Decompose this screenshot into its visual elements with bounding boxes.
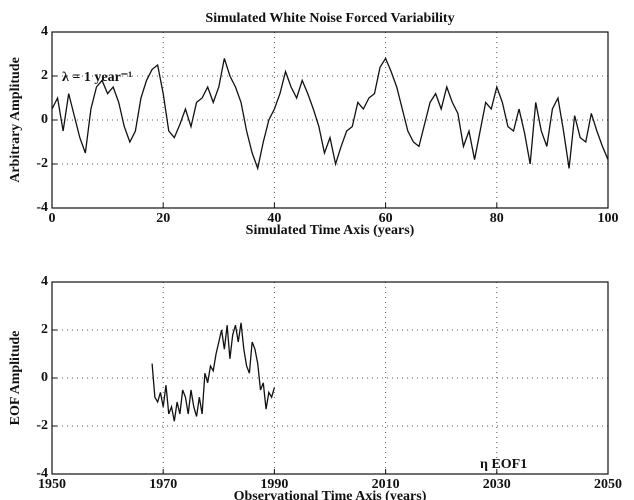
- y-axis-label: Arbitrary Amplitude: [8, 57, 23, 183]
- plot-frame: [51, 281, 609, 475]
- x-tick-label: 40: [267, 211, 281, 226]
- x-tick-label: 2010: [372, 477, 400, 492]
- y-tick-label: -2: [36, 156, 48, 171]
- x-axis-label: Observational Time Axis (years): [234, 489, 427, 500]
- x-tick-label: 1990: [260, 477, 288, 492]
- x-tick-label: 100: [598, 211, 619, 226]
- chart-title: Simulated White Noise Forced Variability: [205, 11, 454, 26]
- data-line: [151, 322, 276, 422]
- y-tick-label: -4: [36, 466, 48, 481]
- annotation: λ = 1 year⁻¹: [62, 70, 132, 85]
- x-tick-label: 0: [49, 211, 56, 226]
- y-tick-label: 2: [41, 68, 48, 83]
- y-tick-label: 0: [41, 370, 48, 385]
- x-axis-label: Simulated Time Axis (years): [246, 223, 415, 238]
- x-tick-label: 1950: [38, 477, 66, 492]
- y-tick-label: -2: [36, 418, 48, 433]
- x-tick-label: 20: [156, 211, 170, 226]
- data-line: [51, 57, 609, 171]
- y-tick-label: 4: [41, 24, 48, 39]
- x-tick-label: 60: [379, 211, 393, 226]
- x-tick-label: 2050: [594, 477, 622, 492]
- y-tick-label: 0: [41, 112, 48, 127]
- x-tick-label: 80: [490, 211, 504, 226]
- annotation: η EOF1: [480, 457, 527, 472]
- y-tick-label: 2: [41, 322, 48, 337]
- x-tick-label: 2030: [483, 477, 511, 492]
- x-tick-label: 1970: [149, 477, 177, 492]
- y-tick-label: 4: [41, 274, 48, 289]
- y-axis-label: EOF Amplitude: [8, 331, 23, 426]
- plot-frame: [51, 31, 609, 209]
- y-tick-label: -4: [36, 200, 48, 215]
